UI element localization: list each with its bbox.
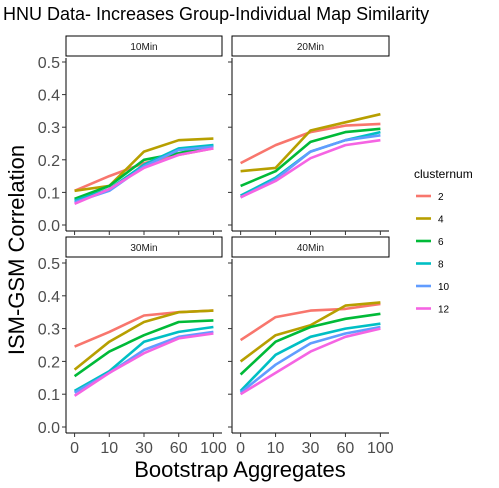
- x-tick-label: 10: [267, 440, 285, 457]
- series-line-6: [240, 127, 381, 188]
- y-tick-label: 0.4: [38, 88, 60, 105]
- x-tick-label: 100: [200, 440, 227, 457]
- legend-label-6: 6: [438, 237, 444, 248]
- facet-strip-label: 10Min: [130, 42, 157, 53]
- y-tick-label: 0.0: [38, 420, 60, 437]
- series-line-2: [239, 302, 381, 342]
- x-tick-label: 0: [236, 440, 245, 457]
- chart-title: HNU Data- Increases Group-Individual Map…: [3, 4, 429, 24]
- x-tick-label: 100: [367, 440, 394, 457]
- series-line-4: [73, 309, 214, 371]
- y-tick-label: 0.1: [38, 387, 60, 404]
- facet-strip: [65, 35, 223, 57]
- y-tick-label: 0.5: [38, 55, 60, 72]
- series-line-4: [74, 137, 214, 193]
- x-axis-title: Bootstrap Aggregates: [134, 457, 346, 482]
- x-tick-label: 10: [100, 440, 118, 457]
- facet-strip-label: 20Min: [297, 42, 324, 53]
- y-tick-label: 0.4: [38, 289, 60, 306]
- series-line-4: [239, 301, 381, 363]
- series-line-6: [239, 312, 381, 376]
- legend-label-4: 4: [438, 215, 444, 226]
- facet-panel: 40Min 0 10 30 60 100: [228, 236, 394, 457]
- series-line-2: [74, 147, 214, 192]
- x-tick-label: 30: [302, 440, 320, 457]
- facet-panels: 10Min 0.0 0.1 0.2 0.3 0.4 0.5 20Min 30Min 0.0 0.1 0…: [38, 35, 394, 457]
- legend-title: clusternum: [414, 167, 473, 181]
- y-tick-label: 0.3: [38, 120, 60, 137]
- y-tick-label: 0.5: [38, 256, 60, 273]
- legend-label-12: 12: [438, 305, 450, 316]
- legend-label-8: 8: [438, 260, 444, 271]
- series-line-4: [240, 112, 381, 173]
- facet-strip: [231, 35, 390, 57]
- facet-panel: 20Min: [228, 35, 390, 235]
- series-line-6: [73, 319, 214, 378]
- y-tick-label: 0.3: [38, 322, 60, 339]
- series-line-10: [239, 325, 381, 394]
- facet-strip-label: 40Min: [297, 243, 324, 254]
- series-line-12: [73, 332, 214, 397]
- series-line-12: [74, 147, 214, 205]
- y-tick-label: 0.0: [38, 218, 60, 235]
- series-line-8: [73, 325, 214, 393]
- legend-label-2: 2: [438, 192, 444, 203]
- y-axis-title: ISM-GSM Correlation: [4, 145, 29, 355]
- x-tick-label: 0: [70, 440, 79, 457]
- series-line-8: [239, 322, 381, 392]
- y-tick-label: 0.2: [38, 354, 60, 371]
- facet-panel: 30Min 0.0 0.1 0.2 0.3 0.4 0.5 0 10 30 60 100: [38, 236, 227, 457]
- legend-label-10: 10: [438, 282, 450, 293]
- facet-panel: 10Min 0.0 0.1 0.2 0.3 0.4 0.5: [38, 35, 223, 235]
- y-tick-label: 0.1: [38, 185, 60, 202]
- y-tick-label: 0.2: [38, 153, 60, 170]
- x-tick-label: 60: [337, 440, 355, 457]
- series-line-6: [74, 143, 214, 201]
- series-line-12: [240, 138, 381, 199]
- x-tick-label: 30: [135, 440, 153, 457]
- facet-strip: [65, 236, 223, 258]
- x-tick-label: 60: [170, 440, 188, 457]
- facet-strip-label: 30Min: [130, 243, 157, 254]
- facet-strip: [231, 236, 390, 258]
- series-line-12: [239, 327, 381, 396]
- legend: clusternum 2 4 6 8 10 12: [414, 167, 473, 316]
